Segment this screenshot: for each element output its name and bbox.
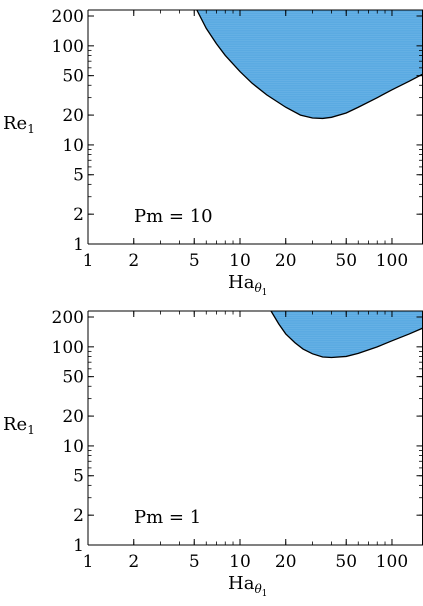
y-tick-label: 10 bbox=[62, 136, 84, 156]
y-tick-label: 2 bbox=[73, 506, 84, 526]
y-tick-label: 50 bbox=[62, 368, 84, 388]
x-tick-label: 100 bbox=[376, 552, 408, 572]
y-tick-label: 200 bbox=[52, 7, 84, 27]
y-axis-label-main: Re bbox=[3, 113, 27, 134]
y-tick-label: 5 bbox=[73, 467, 84, 487]
y-axis-label: Re1 bbox=[3, 414, 35, 437]
y-tick-label: 20 bbox=[62, 407, 84, 427]
x-axis-label-main: Ha bbox=[228, 272, 255, 293]
y-tick-label: 20 bbox=[62, 106, 84, 126]
y-tick-label: 100 bbox=[52, 338, 84, 358]
x-axis-label: Haθ1 bbox=[228, 272, 267, 298]
y-tick-label: 2 bbox=[73, 205, 84, 225]
stability-boundary bbox=[270, 311, 423, 359]
y-axis-label-sub: 1 bbox=[27, 423, 35, 437]
x-tick-label: 1 bbox=[83, 251, 94, 271]
y-axis-label-sub: 1 bbox=[27, 122, 35, 136]
y-tick-label: 1 bbox=[73, 536, 84, 556]
x-axis-label-subsub: 1 bbox=[262, 288, 268, 298]
unstable-region bbox=[271, 311, 423, 358]
x-tick-label: 20 bbox=[275, 552, 297, 572]
x-tick-label: 100 bbox=[376, 251, 408, 271]
pm-annotation: Pm = 1 bbox=[134, 507, 201, 528]
y-axis-label-main: Re bbox=[3, 414, 27, 435]
x-tick-label: 10 bbox=[229, 552, 251, 572]
x-tick-label: 20 bbox=[275, 251, 297, 271]
x-tick-label: 10 bbox=[229, 251, 251, 271]
pm-annotation: Pm = 10 bbox=[134, 206, 213, 227]
y-tick-label: 50 bbox=[62, 67, 84, 87]
y-tick-label: 200 bbox=[52, 308, 84, 328]
x-tick-label: 5 bbox=[189, 552, 200, 572]
x-axis-label-sub: θ bbox=[254, 582, 262, 596]
x-tick-label: 50 bbox=[335, 552, 357, 572]
y-tick-label: 1 bbox=[73, 235, 84, 255]
x-tick-label: 2 bbox=[128, 552, 139, 572]
y-axis-label: Re1 bbox=[3, 113, 35, 136]
y-tick-label: 100 bbox=[52, 37, 84, 57]
x-tick-label: 5 bbox=[189, 251, 200, 271]
y-tick-label: 10 bbox=[62, 437, 84, 457]
stability-boundary bbox=[196, 10, 423, 120]
y-tick-label: 5 bbox=[73, 166, 84, 186]
x-axis-label-main: Ha bbox=[228, 573, 255, 594]
x-axis-label-subsub: 1 bbox=[262, 589, 268, 599]
x-tick-label: 50 bbox=[335, 251, 357, 271]
x-axis-label-sub: θ bbox=[254, 281, 262, 295]
x-axis-label: Haθ1 bbox=[228, 573, 267, 599]
x-tick-label: 2 bbox=[128, 251, 139, 271]
x-tick-label: 1 bbox=[83, 552, 94, 572]
